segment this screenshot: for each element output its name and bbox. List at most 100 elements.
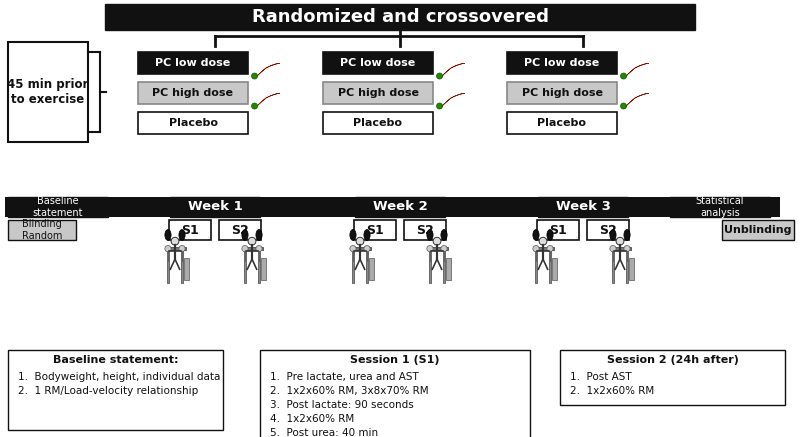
Bar	[258, 247, 260, 283]
Circle shape	[539, 237, 547, 245]
Bar	[560, 350, 785, 405]
Ellipse shape	[547, 229, 553, 240]
Circle shape	[610, 246, 616, 252]
Bar	[538, 197, 628, 217]
Bar	[8, 350, 223, 430]
Text: Statistical
analysis: Statistical analysis	[696, 196, 744, 218]
Circle shape	[171, 237, 179, 245]
Bar	[138, 82, 248, 104]
Text: Week 2: Week 2	[373, 201, 427, 214]
Circle shape	[621, 103, 626, 109]
Ellipse shape	[624, 229, 630, 240]
Circle shape	[427, 246, 433, 252]
Bar	[446, 258, 451, 280]
Bar	[219, 220, 261, 240]
Bar	[323, 52, 433, 74]
Circle shape	[364, 246, 370, 252]
Ellipse shape	[350, 229, 356, 240]
Polygon shape	[256, 94, 280, 108]
Circle shape	[547, 246, 553, 252]
Bar	[549, 247, 551, 283]
Bar	[507, 82, 617, 104]
Bar	[629, 258, 634, 280]
Bar	[722, 220, 794, 240]
Polygon shape	[441, 63, 465, 78]
Text: S2: S2	[599, 223, 617, 236]
Ellipse shape	[256, 229, 262, 240]
Text: PC low dose: PC low dose	[524, 58, 600, 68]
Text: Blinding
Random: Blinding Random	[22, 219, 62, 241]
Circle shape	[437, 103, 442, 109]
Text: 3.  Post lactate: 90 seconds: 3. Post lactate: 90 seconds	[270, 400, 414, 410]
Bar	[537, 220, 579, 240]
Circle shape	[621, 73, 626, 79]
Text: Session 1 (S1): Session 1 (S1)	[350, 355, 440, 365]
Bar	[170, 197, 260, 217]
Polygon shape	[625, 63, 649, 78]
Bar	[184, 258, 189, 280]
Bar	[429, 247, 447, 250]
Bar	[323, 82, 433, 104]
Text: Session 2 (24h after): Session 2 (24h after)	[606, 355, 738, 365]
Text: PC low dose: PC low dose	[155, 58, 230, 68]
Text: Baseline statement:: Baseline statement:	[53, 355, 178, 365]
Polygon shape	[760, 197, 780, 217]
Bar	[244, 247, 246, 283]
Bar	[626, 247, 628, 283]
Bar	[5, 197, 780, 217]
Bar	[354, 220, 396, 240]
Text: PC high dose: PC high dose	[338, 88, 418, 98]
Bar	[352, 247, 370, 250]
Bar	[138, 52, 248, 74]
Circle shape	[437, 73, 442, 79]
Bar	[429, 247, 431, 283]
Bar	[8, 220, 76, 240]
Bar	[535, 247, 537, 283]
Bar	[535, 247, 554, 250]
Text: Placebo: Placebo	[354, 118, 402, 128]
Bar	[244, 247, 262, 250]
Bar	[352, 247, 354, 283]
Text: PC high dose: PC high dose	[522, 88, 602, 98]
Ellipse shape	[242, 229, 248, 240]
Bar	[105, 4, 695, 30]
Bar	[612, 247, 614, 283]
Bar	[670, 197, 770, 217]
Text: Placebo: Placebo	[169, 118, 218, 128]
Text: 2.  1x2x60% RM: 2. 1x2x60% RM	[570, 386, 654, 396]
Bar	[167, 247, 186, 250]
Text: 2.  1 RM/Load-velocity relationship: 2. 1 RM/Load-velocity relationship	[18, 386, 198, 396]
Circle shape	[256, 246, 262, 252]
Bar	[261, 258, 266, 280]
Bar	[8, 42, 88, 142]
Text: S1: S1	[181, 223, 199, 236]
Text: 2.  1x2x60% RM, 3x8x70% RM: 2. 1x2x60% RM, 3x8x70% RM	[270, 386, 429, 396]
Bar	[612, 247, 630, 250]
Bar	[366, 247, 368, 283]
Ellipse shape	[364, 229, 370, 240]
Bar	[169, 220, 211, 240]
Circle shape	[433, 237, 441, 245]
Bar	[507, 52, 617, 74]
Circle shape	[624, 246, 630, 252]
Text: Unblinding: Unblinding	[724, 225, 792, 235]
Ellipse shape	[533, 229, 539, 240]
Bar	[8, 197, 108, 217]
Bar	[323, 112, 433, 134]
Text: S2: S2	[231, 223, 249, 236]
Text: S1: S1	[366, 223, 384, 236]
Ellipse shape	[165, 229, 171, 240]
Circle shape	[179, 246, 185, 252]
Circle shape	[533, 246, 539, 252]
Text: Week 1: Week 1	[188, 201, 242, 214]
Bar	[507, 112, 617, 134]
Circle shape	[616, 237, 624, 245]
Polygon shape	[441, 94, 465, 108]
Bar	[138, 112, 248, 134]
Text: PC low dose: PC low dose	[340, 58, 416, 68]
Circle shape	[242, 246, 248, 252]
Circle shape	[251, 73, 258, 79]
Ellipse shape	[179, 229, 185, 240]
Bar	[260, 350, 530, 437]
Bar	[443, 247, 445, 283]
